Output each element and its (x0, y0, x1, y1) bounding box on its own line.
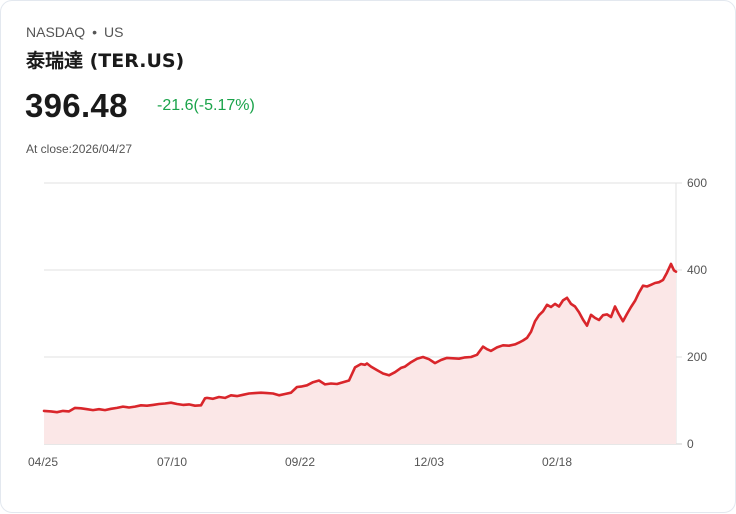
y-tick-label: 400 (687, 263, 707, 277)
current-price: 396.48 (25, 87, 128, 124)
price-change: -21.6(-5.17%) (157, 97, 255, 114)
price-line (42, 262, 678, 414)
separator-dot: • (92, 24, 98, 40)
region-label: US (104, 24, 124, 40)
y-tick-label: 600 (687, 176, 707, 190)
close-timestamp: At close:2026/04/27 (26, 142, 133, 156)
exchange-line: NASDAQ • US (26, 24, 123, 40)
x-tick-label: 04/25 (28, 455, 58, 469)
y-tick-label: 200 (687, 350, 707, 364)
stock-name: 泰瑞達 (TER.US) (26, 50, 185, 72)
y-tick-label: 0 (687, 437, 694, 451)
x-tick-label: 02/18 (542, 455, 572, 469)
x-tick-label: 12/03 (414, 455, 444, 469)
exchange-label: NASDAQ (26, 24, 86, 40)
x-tick-label: 09/22 (285, 455, 315, 469)
x-tick-label: 07/10 (157, 455, 187, 469)
area-fill (44, 263, 676, 444)
